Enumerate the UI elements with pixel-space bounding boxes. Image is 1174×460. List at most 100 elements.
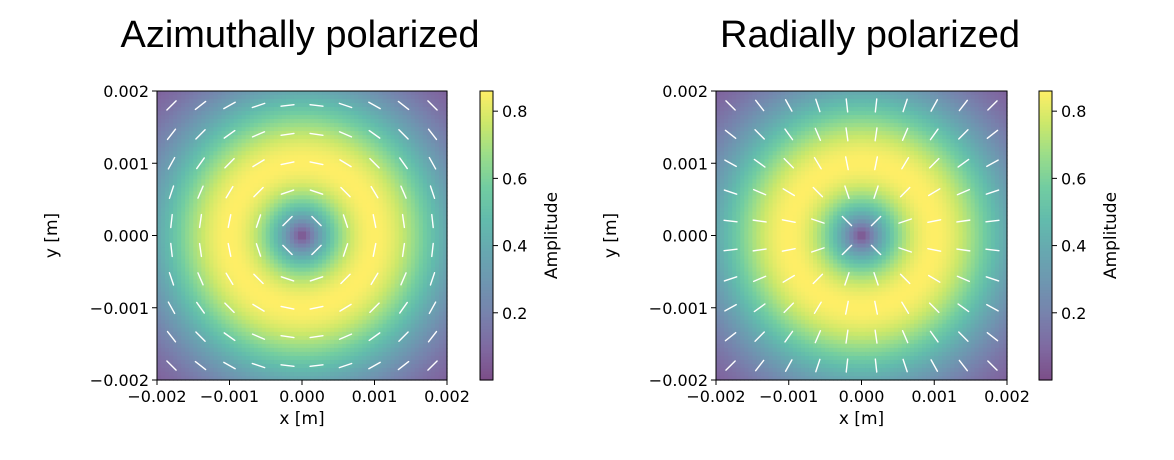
heatmap-cell — [374, 307, 380, 313]
heatmap-cell — [169, 315, 174, 321]
heatmap-cell — [366, 363, 372, 369]
heatmap-cell — [161, 115, 166, 120]
heatmap-cell — [233, 195, 239, 200]
heatmap-cell — [221, 171, 227, 176]
heatmap-cell — [374, 335, 380, 341]
heatmap-cell — [241, 331, 247, 337]
heatmap-cell — [257, 275, 263, 281]
heatmap-cell — [185, 179, 190, 184]
heatmap-cell — [253, 151, 259, 156]
heatmap-cell — [285, 307, 291, 313]
heatmap-cell — [414, 207, 420, 213]
heatmap-cell — [189, 147, 194, 152]
heatmap-cell — [334, 311, 339, 317]
heatmap-cell — [185, 123, 190, 128]
heatmap-cell — [229, 299, 235, 305]
heatmap-cell — [253, 127, 259, 132]
heatmap-cell — [334, 111, 339, 116]
heatmap-cell — [269, 303, 275, 309]
heatmap-cell — [338, 203, 343, 208]
heatmap-cell — [197, 115, 202, 120]
heatmap-cell — [346, 107, 351, 112]
heatmap-cell — [189, 307, 194, 313]
heatmap-cell — [406, 239, 412, 245]
heatmap-cell — [390, 151, 396, 156]
heatmap-cell — [297, 359, 303, 365]
heatmap-cell — [306, 215, 311, 221]
heatmap-cell — [261, 279, 267, 285]
heatmap-cell — [245, 91, 251, 96]
heatmap-cell — [426, 319, 432, 325]
heatmap-cell — [277, 135, 283, 140]
heatmap-cell — [306, 331, 311, 337]
heatmap-cell — [322, 227, 327, 233]
heatmap-cell — [233, 191, 239, 196]
heatmap-cell — [297, 147, 303, 152]
heatmap-cell — [285, 175, 291, 180]
heatmap-cell — [233, 247, 239, 253]
heatmap-cell — [213, 139, 219, 144]
heatmap-cell — [310, 355, 315, 361]
heatmap-cell — [233, 347, 239, 353]
heatmap-cell — [390, 211, 396, 217]
heatmap-cell — [386, 255, 392, 261]
heatmap-cell — [398, 147, 404, 152]
heatmap-cell — [358, 207, 364, 213]
heatmap-cell — [334, 211, 339, 217]
heatmap-cell — [177, 199, 182, 204]
heatmap-cell — [314, 179, 319, 184]
heatmap-cell — [289, 215, 295, 221]
heatmap-cell — [157, 175, 162, 180]
heatmap-cell — [293, 99, 299, 104]
heatmap-cell — [233, 111, 239, 116]
heatmap-cell — [330, 283, 335, 289]
heatmap-cell — [249, 307, 255, 313]
heatmap-cell — [261, 351, 267, 357]
heatmap-cell — [382, 355, 388, 361]
heatmap-cell — [237, 171, 243, 176]
heatmap-cell — [430, 315, 436, 321]
heatmap-cell — [390, 267, 396, 273]
heatmap-cell — [189, 287, 194, 293]
heatmap-cell — [213, 315, 219, 321]
heatmap-cell — [273, 99, 279, 104]
heatmap-cell — [261, 235, 267, 241]
heatmap-cell — [422, 175, 428, 180]
heatmap-cell — [217, 199, 223, 204]
heatmap-cell — [157, 355, 162, 361]
heatmap-cell — [257, 191, 263, 196]
heatmap-cell — [302, 131, 307, 136]
heatmap-cell — [249, 303, 255, 309]
heatmap-cell — [185, 223, 190, 229]
heatmap-cell — [414, 355, 420, 361]
heatmap-cell — [430, 287, 436, 293]
title-radial: Radially polarized — [720, 14, 1020, 56]
heatmap-cell — [422, 115, 428, 120]
heatmap-cell — [289, 183, 295, 188]
heatmap-cell — [217, 119, 223, 124]
heatmap-cell — [394, 147, 400, 152]
heatmap-cell — [438, 319, 444, 325]
heatmap-cell — [354, 135, 359, 140]
heatmap-cell — [293, 331, 299, 337]
heatmap-cell — [318, 259, 323, 265]
heatmap-cell — [338, 255, 343, 261]
heatmap-cell — [233, 115, 239, 120]
heatmap-cell — [165, 199, 170, 204]
heatmap-cell — [189, 91, 194, 96]
heatmap-cell — [253, 131, 259, 136]
heatmap-cell — [414, 339, 420, 345]
heatmap-cell — [426, 135, 432, 140]
heatmap-cell — [273, 295, 279, 301]
heatmap-cell — [402, 95, 408, 100]
heatmap-cell — [434, 251, 440, 257]
heatmap-cell — [398, 99, 404, 104]
heatmap-cell — [201, 103, 206, 108]
heatmap-cell — [414, 351, 420, 357]
heatmap-cell — [209, 339, 214, 345]
heatmap-cell — [285, 335, 291, 341]
heatmap-cell — [394, 175, 400, 180]
heatmap-cell — [394, 247, 400, 253]
heatmap-cell — [265, 195, 271, 200]
heatmap-cell — [410, 179, 416, 184]
